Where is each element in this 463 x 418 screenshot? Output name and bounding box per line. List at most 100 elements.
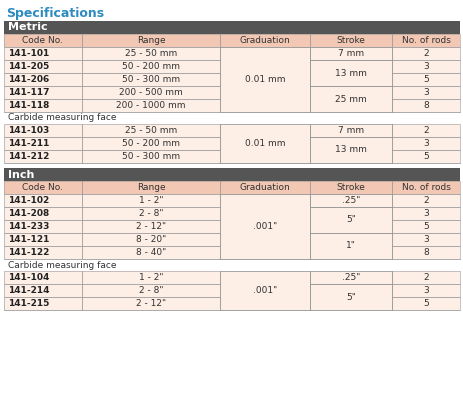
Bar bbox=[391, 137, 459, 150]
Bar bbox=[309, 34, 391, 47]
Text: .25": .25" bbox=[341, 196, 359, 205]
Bar bbox=[391, 60, 459, 73]
Bar bbox=[391, 73, 459, 86]
Bar bbox=[391, 181, 459, 194]
Text: 13 mm: 13 mm bbox=[334, 69, 366, 77]
Bar bbox=[82, 99, 219, 112]
Bar bbox=[391, 284, 459, 297]
Bar bbox=[82, 194, 219, 207]
Bar bbox=[391, 297, 459, 310]
Bar bbox=[309, 181, 391, 194]
Bar bbox=[82, 86, 219, 99]
Text: 8 - 20": 8 - 20" bbox=[136, 235, 166, 244]
Text: 0.01 mm: 0.01 mm bbox=[244, 139, 285, 148]
Bar bbox=[4, 297, 82, 310]
Bar bbox=[309, 207, 391, 233]
Text: 25 mm: 25 mm bbox=[334, 94, 366, 104]
Text: 2 - 8": 2 - 8" bbox=[138, 209, 163, 218]
Bar bbox=[309, 124, 391, 137]
Bar bbox=[391, 233, 459, 246]
Text: 141-205: 141-205 bbox=[8, 62, 49, 71]
Bar bbox=[219, 34, 309, 47]
Bar bbox=[391, 220, 459, 233]
Bar bbox=[4, 168, 459, 181]
Bar bbox=[391, 207, 459, 220]
Text: 141-233: 141-233 bbox=[8, 222, 49, 231]
Bar bbox=[219, 181, 309, 194]
Bar bbox=[219, 181, 309, 194]
Text: 141-118: 141-118 bbox=[8, 101, 49, 110]
Text: 2 - 12": 2 - 12" bbox=[136, 222, 166, 231]
Bar bbox=[219, 124, 309, 163]
Text: Range: Range bbox=[137, 183, 165, 192]
Text: No. of rods: No. of rods bbox=[400, 183, 450, 192]
Bar bbox=[391, 233, 459, 246]
Text: 2: 2 bbox=[422, 126, 428, 135]
Bar bbox=[309, 47, 391, 60]
Bar bbox=[309, 137, 391, 163]
Bar bbox=[82, 150, 219, 163]
Text: 2 - 12": 2 - 12" bbox=[136, 299, 166, 308]
Bar bbox=[391, 47, 459, 60]
Text: Graduation: Graduation bbox=[239, 183, 290, 192]
Text: 200 - 500 mm: 200 - 500 mm bbox=[119, 88, 182, 97]
Bar bbox=[309, 181, 391, 194]
Bar bbox=[309, 233, 391, 259]
Bar bbox=[391, 137, 459, 150]
Bar bbox=[309, 207, 391, 233]
Text: 141-214: 141-214 bbox=[8, 286, 50, 295]
Text: Carbide measuring face: Carbide measuring face bbox=[8, 260, 116, 270]
Text: 50 - 200 mm: 50 - 200 mm bbox=[122, 62, 180, 71]
Bar bbox=[391, 181, 459, 194]
Bar bbox=[82, 86, 219, 99]
Bar bbox=[391, 150, 459, 163]
Bar bbox=[309, 86, 391, 112]
Text: 1": 1" bbox=[345, 242, 355, 250]
Bar bbox=[82, 246, 219, 259]
Bar bbox=[4, 73, 82, 86]
Bar bbox=[309, 60, 391, 86]
Bar bbox=[4, 47, 82, 60]
Bar bbox=[82, 271, 219, 284]
Text: 141-104: 141-104 bbox=[8, 273, 49, 282]
Bar bbox=[4, 194, 82, 207]
Bar bbox=[4, 181, 82, 194]
Text: 2 - 8": 2 - 8" bbox=[138, 286, 163, 295]
Text: 141-103: 141-103 bbox=[8, 126, 49, 135]
Bar bbox=[82, 194, 219, 207]
Text: 3: 3 bbox=[422, 139, 428, 148]
Bar bbox=[391, 220, 459, 233]
Bar bbox=[82, 47, 219, 60]
Text: Metric: Metric bbox=[8, 23, 48, 33]
Bar bbox=[309, 233, 391, 259]
Text: Inch: Inch bbox=[8, 170, 34, 179]
Text: Code No.: Code No. bbox=[22, 183, 63, 192]
Bar bbox=[4, 220, 82, 233]
Text: 1 - 2": 1 - 2" bbox=[138, 196, 163, 205]
Bar bbox=[4, 284, 82, 297]
Text: 5: 5 bbox=[422, 222, 428, 231]
Text: 3: 3 bbox=[422, 88, 428, 97]
Bar bbox=[82, 34, 219, 47]
Bar bbox=[391, 297, 459, 310]
Bar bbox=[391, 284, 459, 297]
Text: 200 - 1000 mm: 200 - 1000 mm bbox=[116, 101, 185, 110]
Text: 0.01 mm: 0.01 mm bbox=[244, 75, 285, 84]
Bar bbox=[391, 246, 459, 259]
Bar bbox=[219, 271, 309, 310]
Bar bbox=[82, 220, 219, 233]
Bar bbox=[391, 34, 459, 47]
Text: 13 mm: 13 mm bbox=[334, 145, 366, 155]
Bar bbox=[82, 284, 219, 297]
Bar bbox=[82, 124, 219, 137]
Text: Range: Range bbox=[137, 36, 165, 45]
Bar bbox=[4, 34, 82, 47]
Bar bbox=[309, 137, 391, 163]
Bar bbox=[4, 207, 82, 220]
Bar bbox=[391, 194, 459, 207]
Bar bbox=[4, 271, 82, 284]
Bar bbox=[219, 194, 309, 259]
Bar bbox=[82, 297, 219, 310]
Bar bbox=[391, 99, 459, 112]
Bar bbox=[82, 47, 219, 60]
